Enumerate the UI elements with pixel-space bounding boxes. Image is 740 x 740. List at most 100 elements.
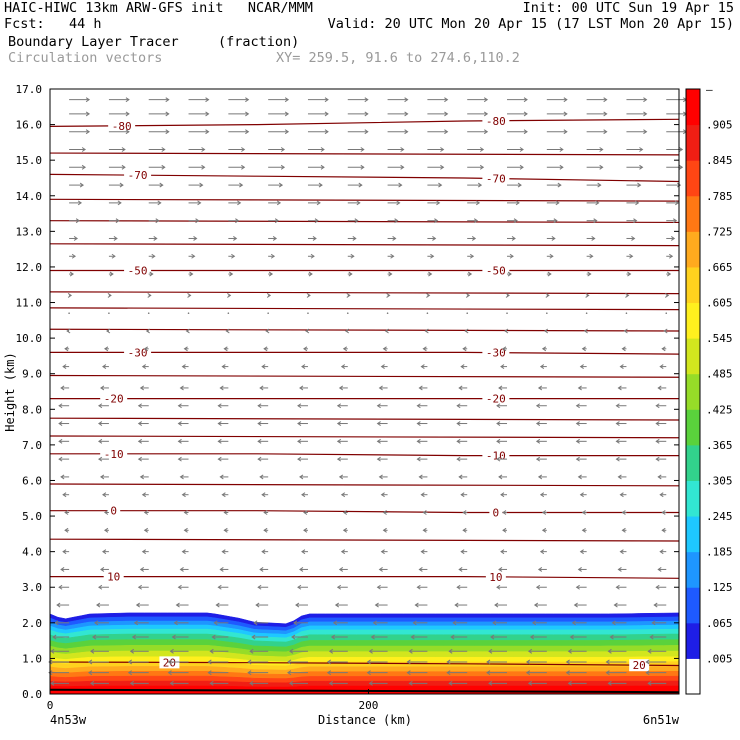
wind-vector-head [350,253,355,259]
wind-vector-head [621,527,626,533]
wind-vector-head [398,182,403,188]
wind-vector-head [137,584,143,590]
wind-vector-head [167,659,172,665]
wind-vector-head [378,474,383,480]
wind-vector-head [297,584,302,590]
wind-vector-head [523,129,528,135]
wind-vector-head [109,271,114,277]
contour-label: -10 [104,448,124,461]
wind-vector-head [378,567,383,572]
contour-line-1 [50,575,680,579]
wind-vector-head [169,680,174,686]
wind-vector-head [153,236,158,241]
header-line1-left: HAIC-HIWC 13km ARW-GFS init NCAR/MMM [4,0,313,16]
wind-vector-head [479,147,485,152]
wind-vector-head [66,328,71,334]
colorbar-swatch [686,480,700,517]
wind-vector-head [434,218,439,224]
wind-vector-head [209,680,214,686]
wind-vector-head [104,527,109,533]
wind-vector-head [498,474,503,480]
wind-vector-head [559,164,564,170]
wind-vector-head [207,659,212,665]
wind-vector-head [378,385,383,391]
contour-label-bg [482,172,510,185]
wind-vector-head [500,364,505,370]
wind-vector-head [98,584,103,590]
wind-vector-head [605,659,610,665]
contour-label: 10 [107,571,120,584]
wind-vector-head [547,271,552,277]
wind-vector-head [366,670,371,676]
wind-vector-head [102,364,107,370]
wind-vector-head [462,510,467,515]
wind-vector-head [494,602,499,608]
wind-vector-head [502,510,507,515]
colorbar-swatch [686,195,700,232]
wind-vector-head [440,164,445,170]
wind-vector-head [426,292,431,298]
wind-vector-head [318,182,323,188]
wind-vector-head [257,421,262,426]
wind-vector-head [266,292,272,298]
wind-vector-head [364,111,369,117]
wind-vector-head [223,346,228,352]
wind-vector-head [272,236,278,241]
wind-vector-head [422,510,427,515]
wind-vector-head [475,200,481,206]
wind-vector-head [382,510,387,515]
wind-vector-head [404,97,409,103]
wind-vector-head [58,438,63,444]
wind-vector-head [92,634,97,640]
contour-line-7 [49,173,680,183]
wind-vector-head [651,620,656,626]
wind-vector-head [537,385,543,391]
wind-vector [227,312,230,315]
wind-vector-head [655,438,660,444]
contour-label: -20 [104,393,124,406]
wind-vector-head [655,403,660,409]
wind-vector-head [664,292,670,298]
wind-vector-head [575,438,580,444]
wind-vector-head [221,492,226,498]
colorbar-swatch [686,124,700,161]
wind-vector-head [139,474,145,480]
wind-vector-head [133,620,139,626]
wind-vector-head [563,129,568,135]
wind-vector-head [460,549,465,555]
wind-vector-head [106,328,111,334]
wind-vector-head [565,670,570,676]
wind-vector-head [498,567,503,572]
wind-vector-head [678,164,684,170]
wind-vector-head [229,271,234,277]
wind-vector-head [336,438,342,444]
contour-label: -20 [486,393,506,406]
y-tick-label: 16.0 [16,119,43,132]
wind-vector-head [280,164,286,170]
wind-vector-head [137,421,143,426]
wind-vector-head [274,218,280,224]
wind-vector-head [406,670,411,676]
contour-label-bg [489,506,503,519]
isotherm-line-11 [49,152,680,156]
wind-vector-head [117,200,122,206]
contour-label: 0 [110,505,117,518]
isotherm-line-0 [49,538,680,542]
wind-vector-head [255,602,260,608]
wind-vector-head [623,328,628,334]
colorbar-swatch [686,409,700,446]
wind-vector-head [533,602,539,608]
wind-vector-head [85,111,91,117]
wind-vector-head [659,364,664,370]
wind-vector-head [197,200,202,206]
wind-vector-head [56,602,61,608]
wind-vector-head [342,510,348,515]
wind-vector-head [131,634,137,640]
ground-line [49,688,680,694]
wind-vector-head [535,456,541,462]
wind-vector-head [477,182,483,188]
wind-vector-head [504,328,509,334]
wind-vector-head [245,129,250,135]
wind-vector-head [320,164,325,170]
wind-vector-head [422,346,427,352]
